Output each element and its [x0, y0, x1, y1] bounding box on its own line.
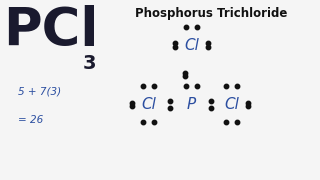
Text: 3: 3 — [83, 54, 96, 73]
Text: PCl: PCl — [3, 5, 99, 57]
Text: = 26: = 26 — [18, 115, 44, 125]
Text: Cl: Cl — [224, 97, 239, 112]
Text: Cl: Cl — [184, 37, 199, 53]
Text: Cl: Cl — [141, 97, 156, 112]
Text: Phosphorus Trichloride: Phosphorus Trichloride — [135, 7, 287, 20]
Text: 5 + 7(3): 5 + 7(3) — [18, 86, 61, 96]
Text: P: P — [187, 97, 196, 112]
